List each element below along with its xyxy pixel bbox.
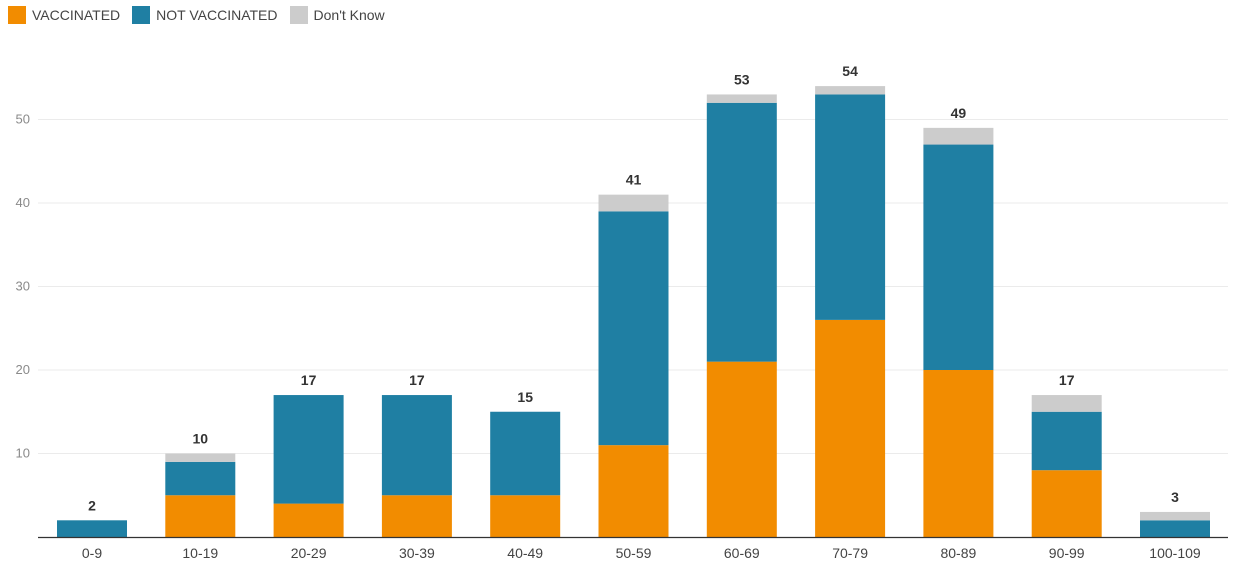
bar-60-69-don-t-know[interactable] <box>706 94 777 103</box>
bar-70-79-vaccinated[interactable] <box>815 319 886 537</box>
legend-swatch-vaccinated <box>8 6 26 24</box>
bar-80-89-don-t-know[interactable] <box>923 127 994 145</box>
bar-40-49-not-vaccinated[interactable] <box>490 411 561 496</box>
bar-60-69-vaccinated[interactable] <box>706 361 777 537</box>
total-label-30-39: 17 <box>409 372 425 388</box>
x-tick-label-80-89: 80-89 <box>940 545 976 561</box>
bar-50-59-don-t-know[interactable] <box>598 194 669 212</box>
y-tick-label-10: 10 <box>16 446 30 461</box>
x-tick-label-40-49: 40-49 <box>507 545 543 561</box>
bar-70-79-don-t-know[interactable] <box>815 86 886 95</box>
x-tick-label-90-99: 90-99 <box>1049 545 1085 561</box>
legend-swatch-not-vaccinated <box>132 6 151 24</box>
bar-90-99-not-vaccinated[interactable] <box>1031 411 1102 471</box>
legend-item-not-vaccinated[interactable]: NOT VACCINATED <box>132 6 278 24</box>
bar-10-19-vaccinated[interactable] <box>165 495 236 537</box>
bar-20-29-vaccinated[interactable] <box>273 503 344 537</box>
total-label-100-109: 3 <box>1171 489 1179 505</box>
total-label-0-9: 2 <box>88 497 96 513</box>
bar-20-29-not-vaccinated[interactable] <box>273 395 344 504</box>
bar-30-39-not-vaccinated[interactable] <box>381 395 452 496</box>
y-tick-label-50: 50 <box>16 112 30 127</box>
x-tick-label-60-69: 60-69 <box>724 545 760 561</box>
y-tick-label-20: 20 <box>16 362 30 377</box>
total-label-40-49: 15 <box>517 389 533 405</box>
bar-40-49-vaccinated[interactable] <box>490 495 561 537</box>
legend-item-dont-know[interactable]: Don't Know <box>289 6 385 24</box>
legend: VACCINATED NOT VACCINATED Don't Know <box>8 6 397 24</box>
total-label-60-69: 53 <box>734 71 750 87</box>
bar-0-9-not-vaccinated[interactable] <box>57 520 127 537</box>
x-tick-label-50-59: 50-59 <box>616 545 652 561</box>
bar-60-69-not-vaccinated[interactable] <box>706 102 777 362</box>
bar-70-79-not-vaccinated[interactable] <box>815 94 886 320</box>
bar-50-59-not-vaccinated[interactable] <box>598 211 669 446</box>
bar-100-109-don-t-know[interactable] <box>1140 511 1210 521</box>
total-label-90-99: 17 <box>1059 372 1075 388</box>
x-tick-label-20-29: 20-29 <box>291 545 327 561</box>
bar-80-89-not-vaccinated[interactable] <box>923 144 994 370</box>
bar-90-99-vaccinated[interactable] <box>1031 470 1102 537</box>
legend-label-dont-know: Don't Know <box>313 7 385 23</box>
bar-100-109-not-vaccinated[interactable] <box>1140 520 1210 537</box>
total-label-10-19: 10 <box>193 431 209 447</box>
bar-10-19-not-vaccinated[interactable] <box>165 461 236 496</box>
legend-swatch-dont-know <box>289 6 308 24</box>
bar-80-89-vaccinated[interactable] <box>923 370 994 537</box>
y-tick-label-30: 30 <box>16 279 30 294</box>
total-label-20-29: 17 <box>301 372 317 388</box>
total-label-70-79: 54 <box>842 63 858 79</box>
total-label-80-89: 49 <box>951 105 967 121</box>
x-tick-label-10-19: 10-19 <box>182 545 218 561</box>
y-tick-label-40: 40 <box>16 195 30 210</box>
bar-90-99-don-t-know[interactable] <box>1031 395 1102 412</box>
x-tick-label-70-79: 70-79 <box>832 545 868 561</box>
total-label-50-59: 41 <box>626 172 642 188</box>
bar-10-19-don-t-know[interactable] <box>165 453 236 462</box>
x-tick-label-100-109: 100-109 <box>1149 545 1201 561</box>
bar-50-59-vaccinated[interactable] <box>598 445 669 537</box>
legend-label-not-vaccinated: NOT VACCINATED <box>156 7 278 23</box>
bar-30-39-vaccinated[interactable] <box>381 495 452 537</box>
x-tick-label-0-9: 0-9 <box>82 545 102 561</box>
legend-item-vaccinated[interactable]: VACCINATED <box>8 6 120 24</box>
legend-label-vaccinated: VACCINATED <box>32 7 121 23</box>
x-tick-label-30-39: 30-39 <box>399 545 435 561</box>
